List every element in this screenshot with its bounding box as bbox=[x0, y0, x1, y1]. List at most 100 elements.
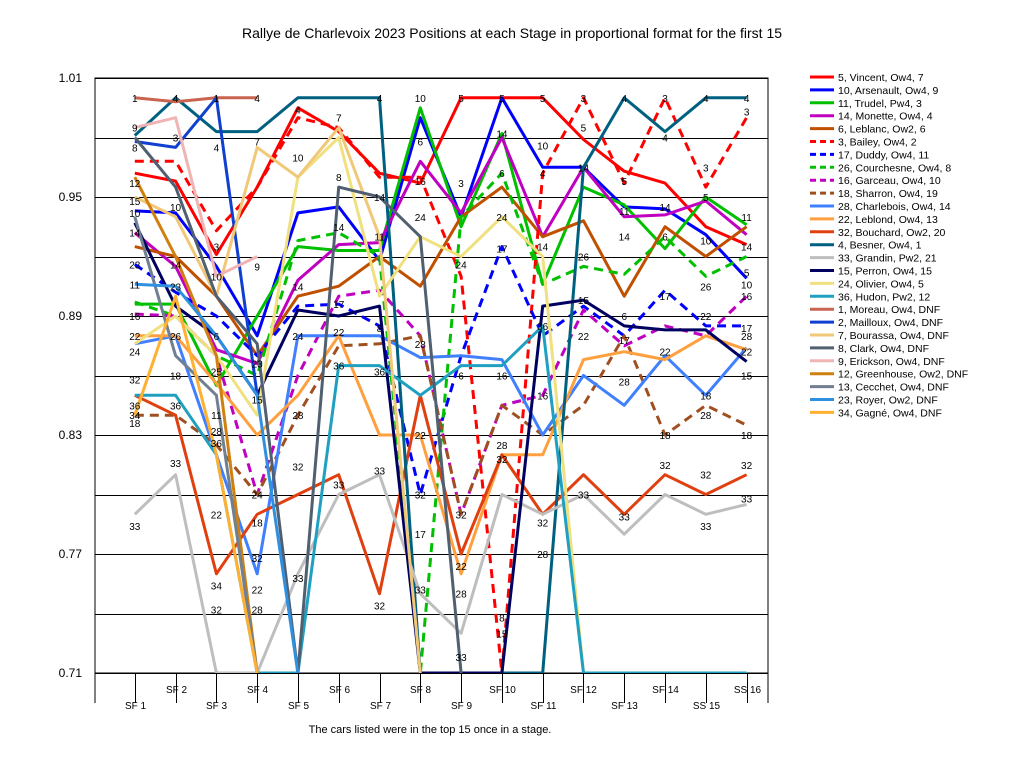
point-label: 25 bbox=[211, 368, 223, 379]
legend-entry: 13, Cecchet, Ow4, DNF bbox=[838, 382, 949, 394]
point-label: 15 bbox=[741, 372, 753, 383]
point-label: 3 bbox=[744, 108, 750, 119]
point-label: 26 bbox=[170, 332, 182, 343]
series-sharron-line bbox=[134, 334, 748, 516]
point-label: 7 bbox=[254, 137, 260, 148]
point-label: 32 bbox=[129, 375, 141, 386]
point-label: 14 bbox=[537, 243, 549, 254]
point-labels: 1981215101423111622243236341833431014232… bbox=[129, 94, 752, 664]
series-grandin-line bbox=[133, 473, 747, 673]
point-label: 32 bbox=[252, 554, 264, 565]
point-label: 36 bbox=[537, 322, 549, 333]
point-label: 8 bbox=[377, 324, 383, 335]
point-label: 26 bbox=[700, 282, 712, 293]
series-duddy-line bbox=[133, 245, 747, 496]
point-label: 22 bbox=[741, 348, 753, 359]
legend-entry: 3, Bailey, Ow4, 2 bbox=[838, 137, 917, 149]
legend-entry: 17, Duddy, Ow4, 11 bbox=[838, 149, 929, 161]
point-label: 15 bbox=[129, 197, 141, 208]
point-label: 4 bbox=[295, 106, 301, 117]
point-label: 22 bbox=[456, 562, 468, 573]
series-bourassa-line bbox=[134, 126, 422, 673]
point-label: 33 bbox=[374, 467, 386, 478]
legend-entry: 34, Gagné, Ow4, DNF bbox=[838, 407, 942, 419]
point-label: 33 bbox=[333, 481, 345, 492]
point-label: 5 bbox=[540, 94, 546, 105]
point-label: 3 bbox=[662, 94, 668, 105]
point-label: 9 bbox=[254, 262, 260, 273]
legend-entry: 7, Bourassa, Ow4, DNF bbox=[838, 330, 949, 342]
y-tick-label: 1.01 bbox=[59, 71, 83, 85]
point-label: 10 bbox=[537, 141, 549, 152]
point-label: 14 bbox=[496, 130, 508, 141]
point-label: 28 bbox=[496, 441, 508, 452]
point-label: 10 bbox=[211, 272, 223, 283]
x-tick-label: SF 9 bbox=[451, 701, 473, 712]
series-monette-line bbox=[133, 136, 748, 366]
point-label: 3 bbox=[581, 94, 587, 105]
point-label: 4 bbox=[744, 94, 750, 105]
point-label: 4 bbox=[377, 94, 383, 105]
point-label: 10 bbox=[700, 237, 712, 248]
point-label: 6 bbox=[621, 312, 627, 323]
series-mailloux-line bbox=[134, 96, 259, 396]
point-label: 10 bbox=[741, 280, 753, 291]
point-label: 28 bbox=[415, 340, 427, 351]
point-label: 14 bbox=[170, 260, 182, 271]
point-label: 22 bbox=[333, 328, 345, 339]
point-label: 14 bbox=[374, 193, 386, 204]
point-label: 32 bbox=[456, 510, 468, 521]
point-label: 36 bbox=[170, 401, 182, 412]
point-label: 33 bbox=[619, 512, 631, 523]
point-label: 28 bbox=[252, 606, 264, 617]
legend-entry: 22, Leblond, Ow4, 13 bbox=[838, 214, 938, 226]
point-label: 14 bbox=[333, 223, 345, 234]
point-label: 4 bbox=[540, 169, 546, 180]
point-label: 32 bbox=[700, 471, 712, 482]
point-label: 5 bbox=[744, 268, 750, 279]
x-tick-label: SF 6 bbox=[329, 685, 351, 696]
point-label: 33 bbox=[456, 653, 468, 664]
series-gagn--line bbox=[133, 294, 259, 673]
point-label: 32 bbox=[496, 455, 508, 466]
point-label: 18 bbox=[252, 518, 264, 529]
point-label: 23 bbox=[252, 360, 264, 371]
legend-entry: 15, Perron, Ow4, 15 bbox=[838, 266, 932, 278]
legend: 5, Vincent, Ow4, 710, Arsenault, Ow4, 91… bbox=[810, 72, 968, 419]
point-label: 33 bbox=[292, 574, 304, 585]
point-label: 10 bbox=[415, 94, 427, 105]
point-label: 6 bbox=[418, 137, 424, 148]
chart-title: Rallye de Charlevoix 2023 Positions at e… bbox=[242, 25, 782, 41]
point-label: 10 bbox=[170, 203, 182, 214]
point-label: 33 bbox=[578, 491, 590, 502]
point-label: 14 bbox=[659, 203, 671, 214]
y-tick-label: 0.83 bbox=[59, 428, 83, 442]
point-label: 4 bbox=[173, 94, 179, 105]
point-label: 17 bbox=[333, 300, 345, 311]
point-label: 11 bbox=[619, 207, 630, 218]
point-label: 28 bbox=[211, 427, 223, 438]
point-label: 28 bbox=[741, 332, 753, 343]
point-label: 32 bbox=[741, 461, 753, 472]
point-label: 8 bbox=[499, 613, 505, 624]
y-tick-label: 0.71 bbox=[59, 666, 83, 680]
legend-entry: 33, Grandin, Pw2, 21 bbox=[838, 253, 937, 265]
point-label: 33 bbox=[741, 494, 753, 505]
point-label: 11 bbox=[374, 233, 385, 244]
point-label: 34 bbox=[211, 582, 223, 593]
point-label: 14 bbox=[129, 229, 141, 240]
legend-entry: 2, Mailloux, Ow4, DNF bbox=[838, 317, 943, 329]
series-lines bbox=[133, 96, 748, 673]
point-label: 28 bbox=[619, 377, 631, 388]
point-label: 15 bbox=[496, 629, 508, 640]
point-label: 14 bbox=[741, 243, 753, 254]
point-label: 9 bbox=[132, 124, 138, 135]
point-label: 8 bbox=[336, 173, 342, 184]
point-label: 3 bbox=[214, 243, 220, 254]
x-tick-label: SF 7 bbox=[370, 701, 392, 712]
point-label: 17 bbox=[415, 530, 427, 541]
legend-entry: 24, Olivier, Ow4, 5 bbox=[838, 278, 924, 290]
point-label: 5 bbox=[499, 94, 505, 105]
x-tick-label: SF 4 bbox=[247, 685, 269, 696]
